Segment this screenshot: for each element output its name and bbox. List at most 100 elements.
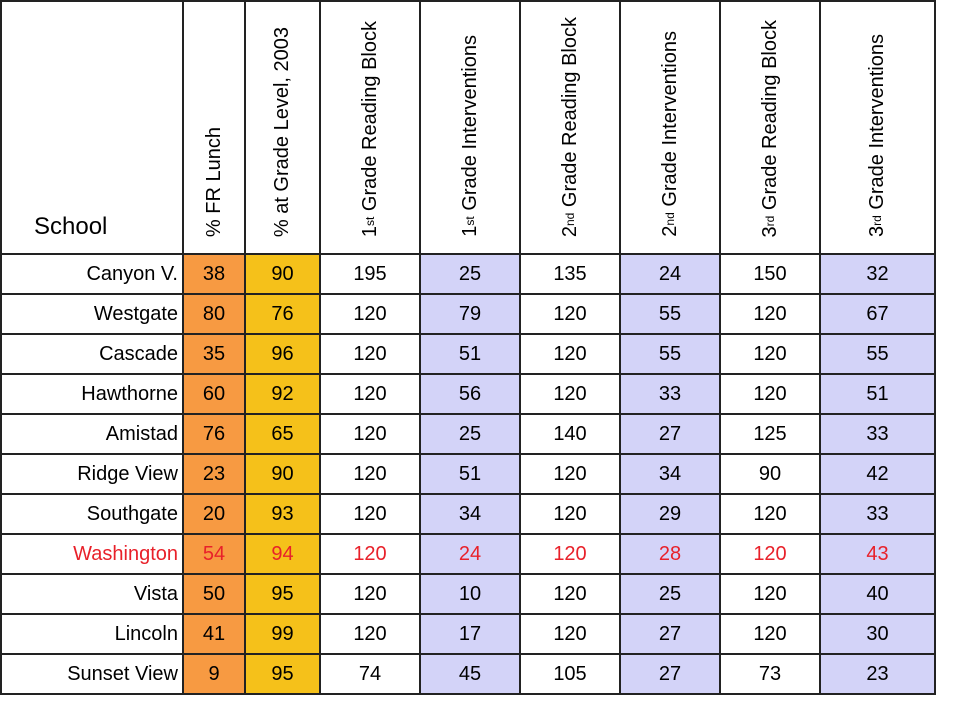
header-g3-interventions-label: 3rd Grade Interventions <box>866 33 888 237</box>
grade-level-cell: 93 <box>244 493 321 535</box>
g3-block-cell: 150 <box>719 253 821 295</box>
g3-block-cell: 73 <box>719 653 821 695</box>
g2-block-cell: 135 <box>519 253 621 295</box>
header-grade-level: % at Grade Level, 2003 <box>244 0 321 255</box>
fr-lunch-cell: 50 <box>182 573 246 615</box>
g3-block-cell: 120 <box>719 533 821 575</box>
grade-level-cell: 94 <box>244 533 321 575</box>
g1-block-cell: 120 <box>319 573 421 615</box>
header-school: School <box>0 0 184 255</box>
g2-block-cell: 105 <box>519 653 621 695</box>
header-fr-lunch-label: % FR Lunch <box>202 126 225 237</box>
g1-block-cell: 195 <box>319 253 421 295</box>
g3-interventions-cell: 33 <box>819 493 936 535</box>
table-row: Sunset View 9 95 74 45 105 27 73 23 <box>0 653 936 695</box>
school-name-cell: Lincoln <box>0 613 184 655</box>
fr-lunch-cell: 80 <box>182 293 246 335</box>
g2-block-cell: 120 <box>519 333 621 375</box>
g2-block-cell: 120 <box>519 453 621 495</box>
g1-block-cell: 120 <box>319 493 421 535</box>
g1-interventions-cell: 34 <box>419 493 521 535</box>
g3-block-cell: 120 <box>719 373 821 415</box>
school-name-cell: Amistad <box>0 413 184 455</box>
g2-block-cell: 120 <box>519 373 621 415</box>
g1-block-cell: 120 <box>319 453 421 495</box>
g1-interventions-cell: 56 <box>419 373 521 415</box>
g2-block-cell: 120 <box>519 293 621 335</box>
g1-interventions-cell: 45 <box>419 653 521 695</box>
g1-block-cell: 120 <box>319 413 421 455</box>
g2-block-cell: 120 <box>519 533 621 575</box>
fr-lunch-cell: 76 <box>182 413 246 455</box>
table-row: Ridge View 23 90 120 51 120 34 90 42 <box>0 453 936 495</box>
g1-block-cell: 120 <box>319 373 421 415</box>
grade-level-cell: 99 <box>244 613 321 655</box>
table-row: Lincoln 41 99 120 17 120 27 120 30 <box>0 613 936 655</box>
table-row: Hawthorne 60 92 120 56 120 33 120 51 <box>0 373 936 415</box>
g1-interventions-cell: 25 <box>419 253 521 295</box>
g3-block-cell: 120 <box>719 573 821 615</box>
header-g2-interventions: 2nd Grade Interventions <box>619 0 721 255</box>
g1-interventions-cell: 17 <box>419 613 521 655</box>
header-g3-interventions: 3rd Grade Interventions <box>819 0 936 255</box>
table-row: Canyon V. 38 90 195 25 135 24 150 32 <box>0 253 936 295</box>
header-g1-block-label: 1st Grade Reading Block <box>358 20 381 237</box>
school-name-cell: Sunset View <box>0 653 184 695</box>
g3-interventions-cell: 43 <box>819 533 936 575</box>
g1-block-cell: 120 <box>319 333 421 375</box>
g2-block-cell: 140 <box>519 413 621 455</box>
g2-interventions-cell: 55 <box>619 293 721 335</box>
g1-interventions-cell: 24 <box>419 533 521 575</box>
header-g1-interventions-label: 1st Grade Interventions <box>458 35 481 237</box>
school-name-cell: Cascade <box>0 333 184 375</box>
header-g2-block: 2nd Grade Reading Block <box>519 0 621 255</box>
g3-interventions-cell: 40 <box>819 573 936 615</box>
g3-block-cell: 125 <box>719 413 821 455</box>
g1-block-cell: 74 <box>319 653 421 695</box>
g3-interventions-cell: 33 <box>819 413 936 455</box>
table-row: Amistad 76 65 120 25 140 27 125 33 <box>0 413 936 455</box>
grade-level-cell: 76 <box>244 293 321 335</box>
g3-block-cell: 120 <box>719 613 821 655</box>
header-g2-block-label: 2nd Grade Reading Block <box>558 16 581 237</box>
grade-level-cell: 90 <box>244 453 321 495</box>
header-fr-lunch: % FR Lunch <box>182 0 246 255</box>
g1-interventions-cell: 79 <box>419 293 521 335</box>
g3-interventions-cell: 32 <box>819 253 936 295</box>
header-g3-block-label: 3rd Grade Reading Block <box>758 19 781 237</box>
g3-interventions-cell: 42 <box>819 453 936 495</box>
g1-block-cell: 120 <box>319 613 421 655</box>
header-g2-interventions-label: 2nd Grade Interventions <box>658 31 681 237</box>
table-row: Washington 54 94 120 24 120 28 120 43 <box>0 533 936 575</box>
g2-interventions-cell: 34 <box>619 453 721 495</box>
g2-block-cell: 120 <box>519 573 621 615</box>
header-g3-block: 3rd Grade Reading Block <box>719 0 821 255</box>
school-name-cell: Southgate <box>0 493 184 535</box>
school-name-cell: Canyon V. <box>0 253 184 295</box>
grade-level-cell: 96 <box>244 333 321 375</box>
g2-interventions-cell: 55 <box>619 333 721 375</box>
school-name-cell: Washington <box>0 533 184 575</box>
school-name-cell: Westgate <box>0 293 184 335</box>
header-row: School % FR Lunch % at Grade Level, 2003… <box>0 0 936 255</box>
g3-block-cell: 120 <box>719 333 821 375</box>
g3-interventions-cell: 51 <box>819 373 936 415</box>
g2-interventions-cell: 33 <box>619 373 721 415</box>
school-data-table: School % FR Lunch % at Grade Level, 2003… <box>0 0 936 695</box>
school-name-cell: Vista <box>0 573 184 615</box>
table-row: Vista 50 95 120 10 120 25 120 40 <box>0 573 936 615</box>
fr-lunch-cell: 41 <box>182 613 246 655</box>
grade-level-cell: 90 <box>244 253 321 295</box>
g1-block-cell: 120 <box>319 533 421 575</box>
g1-interventions-cell: 25 <box>419 413 521 455</box>
g1-block-cell: 120 <box>319 293 421 335</box>
table-row: Southgate 20 93 120 34 120 29 120 33 <box>0 493 936 535</box>
fr-lunch-cell: 54 <box>182 533 246 575</box>
g2-block-cell: 120 <box>519 493 621 535</box>
fr-lunch-cell: 20 <box>182 493 246 535</box>
table-body: Canyon V. 38 90 195 25 135 24 150 32 Westgate 80 76… <box>0 253 936 695</box>
g2-interventions-cell: 27 <box>619 613 721 655</box>
g2-interventions-cell: 25 <box>619 573 721 615</box>
g2-interventions-cell: 24 <box>619 253 721 295</box>
g3-interventions-cell: 30 <box>819 613 936 655</box>
